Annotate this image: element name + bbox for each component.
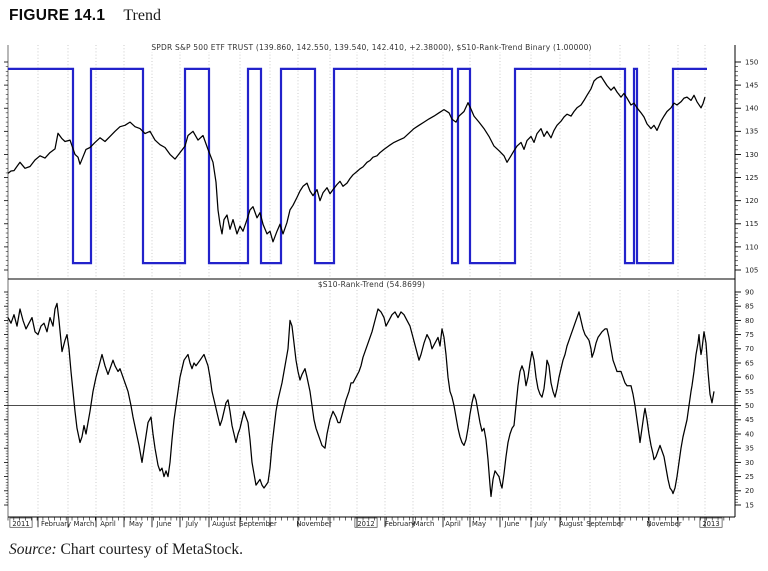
y-tick-label: 90: [745, 288, 754, 296]
x-tick-label: September: [239, 520, 277, 528]
x-tick-label: July: [534, 520, 547, 528]
year-label-box: [699, 517, 723, 528]
x-tick-label: August: [212, 520, 236, 528]
y-tick-label: 135: [745, 128, 758, 136]
y-tick-label: 105: [745, 266, 758, 274]
x-tick-label: March: [414, 520, 435, 528]
x-tick-label: March: [74, 520, 95, 528]
y-tick-label: 30: [745, 459, 754, 467]
x-tick-label: April: [100, 520, 116, 528]
y-tick-label: 60: [745, 374, 754, 382]
x-tick-label: 2012: [357, 520, 374, 528]
x-tick-label: August: [559, 520, 583, 528]
trend-binary-line: [8, 67, 707, 265]
figure-number: FIGURE 14.1: [9, 7, 106, 24]
year-label-box: [9, 517, 33, 528]
x-tick-label: February: [41, 520, 71, 528]
x-axis-labels: 2011 February March April May June July August S…: [9, 517, 723, 528]
y-tick-label: 130: [745, 151, 758, 159]
y-tick-label: 120: [745, 197, 758, 205]
x-tick-label: April: [445, 520, 461, 528]
oscillator-line: [7, 302, 715, 498]
panel-frame: [7, 45, 736, 518]
y-tick-label: 45: [745, 416, 754, 424]
figure-heading: FIGURE 14.1 Trend: [9, 5, 161, 25]
source-text: Chart courtesy of MetaStock.: [60, 541, 244, 558]
y-tick-label: 115: [745, 220, 758, 228]
source-label: Source:: [9, 541, 57, 558]
x-tick-label: June: [504, 520, 520, 528]
x-axis: [7, 517, 730, 528]
figure-title: Trend: [123, 7, 161, 24]
y-tick-label: 110: [745, 243, 758, 251]
x-tick-label: February: [385, 520, 415, 528]
y-tick-label: 75: [745, 331, 754, 339]
y-tick-label: 140: [745, 105, 758, 113]
y-tick-label: 20: [745, 487, 754, 495]
x-tick-label: May: [472, 520, 486, 528]
y-tick-label: 150: [745, 58, 758, 66]
y-tick-label: 70: [745, 345, 754, 353]
month-gridlines: [37, 45, 706, 517]
x-tick-label: 2013: [702, 520, 719, 528]
y-tick-label: 85: [745, 303, 754, 311]
x-tick-label: November: [296, 520, 332, 528]
x-tick-label: September: [586, 520, 624, 528]
y-tick-label: 125: [745, 174, 758, 182]
x-tick-label: June: [156, 520, 172, 528]
year-label-box: [354, 517, 378, 528]
price-line: [7, 75, 706, 243]
x-tick-label: May: [129, 520, 143, 528]
y-tick-label: 65: [745, 359, 754, 367]
y-tick-label: 50: [745, 402, 754, 410]
x-tick-label: July: [185, 520, 198, 528]
y-tick-label: 55: [745, 388, 754, 396]
y-tick-label: 25: [745, 473, 754, 481]
y-tick-label: 80: [745, 317, 754, 325]
y-tick-label: 145: [745, 82, 758, 90]
x-tick-label: November: [646, 520, 682, 528]
y-tick-label: 40: [745, 430, 754, 438]
y-tick-label: 35: [745, 445, 754, 453]
y-tick-label: 15: [745, 501, 754, 509]
y-axis: 105 110 115 120 125 130 135 140 145 150 15 20 25 30 35…: [4, 58, 758, 509]
source-caption: Source: Chart courtesy of MetaStock.: [9, 541, 243, 559]
trend-chart: 105 110 115 120 125 130 135 140 145 150 15 20 25 30 35…: [4, 45, 758, 528]
x-tick-label: 2011: [12, 520, 29, 528]
